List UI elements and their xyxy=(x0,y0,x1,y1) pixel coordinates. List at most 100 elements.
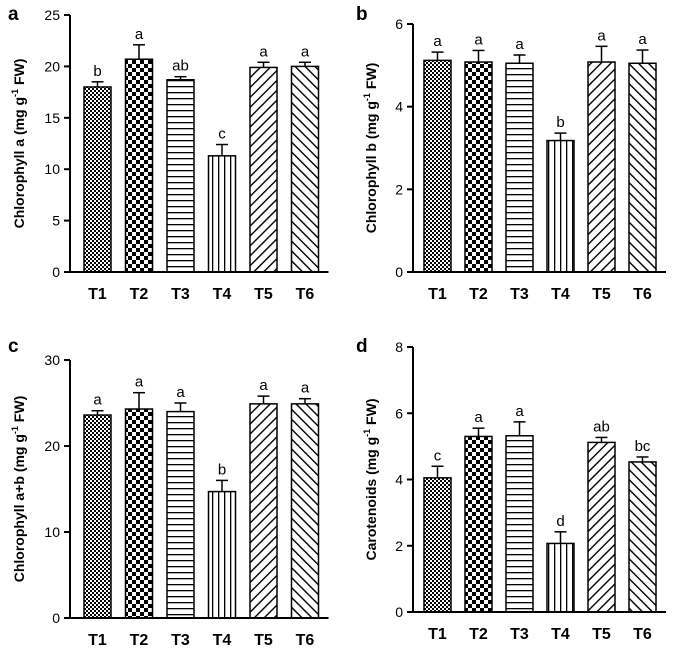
y-tick-label: 8 xyxy=(395,339,403,355)
y-axis-title: Chlorophyll a+b (mg g-1 FW) xyxy=(10,396,27,583)
y-tick-label: 0 xyxy=(52,264,60,280)
y-tick-label: 20 xyxy=(44,58,60,74)
bar-t3 xyxy=(505,62,534,273)
y-axis-title-suffix: FW) xyxy=(11,396,27,426)
y-axis-title-superscript: -1 xyxy=(10,89,20,97)
x-tick-label: T2 xyxy=(469,626,488,643)
y-axis-title-suffix: FW) xyxy=(363,63,379,93)
panel-label: c xyxy=(8,336,19,357)
significance-letter: a xyxy=(515,36,524,53)
y-tick-label: 0 xyxy=(395,264,403,280)
y-tick-label: 10 xyxy=(44,161,60,177)
y-axis-title-suffix: FW) xyxy=(363,398,379,428)
y-tick-label: 4 xyxy=(395,99,403,115)
bar-t2 xyxy=(464,435,493,613)
panel-label: d xyxy=(356,336,368,357)
x-tick-label: T5 xyxy=(254,286,273,303)
x-tick-label: T1 xyxy=(88,632,107,649)
y-tick-label: 20 xyxy=(44,438,60,454)
significance-letter: a xyxy=(176,384,185,401)
chart-panel-b: b a T1 a T2 a T3 b T4 a T5 a T6 0 2 4 6 Chlorophyll b (mg… xyxy=(356,4,666,303)
panel-label: a xyxy=(8,4,19,25)
y-tick-label: 30 xyxy=(44,352,60,368)
y-axis-title-main: Chlorophyll b (mg g xyxy=(363,101,379,233)
y-axis-title-main: Carotenoids (mg g xyxy=(363,437,379,561)
bar-t2 xyxy=(124,58,154,273)
x-tick-label: T3 xyxy=(510,286,529,303)
y-tick-label: 0 xyxy=(52,610,60,626)
bar-t3 xyxy=(166,79,195,273)
x-tick-label: T6 xyxy=(296,632,315,649)
chart-panel-c: c a T1 a T2 a T3 b T4 a T5 a T6 0 10 20 30 Chlorophyll a+… xyxy=(8,336,329,649)
y-axis-title-superscript: -1 xyxy=(362,93,372,101)
significance-letter: d xyxy=(556,513,564,530)
panels-layer: abT1aT2abT3cT4aT5aT60510152025Chlorophyl… xyxy=(8,4,666,649)
x-tick-label: T2 xyxy=(469,286,488,303)
bar-t2 xyxy=(464,61,493,273)
x-tick-label: T6 xyxy=(296,286,315,303)
bar-t5 xyxy=(587,61,616,273)
x-tick-label: T4 xyxy=(213,632,232,649)
y-axis-title-superscript: -1 xyxy=(10,426,20,434)
x-tick-label: T5 xyxy=(592,286,611,303)
y-tick-label: 2 xyxy=(395,181,403,197)
bar-t3 xyxy=(166,410,195,619)
bar-t6 xyxy=(290,403,320,619)
bar-t1 xyxy=(83,86,112,273)
bar-t3 xyxy=(505,435,534,613)
x-tick-label: T4 xyxy=(213,286,232,303)
bar-t1 xyxy=(423,477,452,613)
bar-t6 xyxy=(290,65,320,273)
significance-letter: bc xyxy=(635,438,651,455)
significance-letter: a xyxy=(301,380,310,397)
y-axis-title-main: Chlorophyll a (mg g xyxy=(11,97,27,228)
x-tick-label: T3 xyxy=(171,632,190,649)
significance-letter: a xyxy=(301,43,310,60)
x-tick-label: T1 xyxy=(88,286,107,303)
significance-letter: a xyxy=(515,403,524,420)
significance-letter: ab xyxy=(172,58,189,75)
bar-t1 xyxy=(423,59,452,273)
y-tick-label: 6 xyxy=(395,16,403,32)
significance-letter: a xyxy=(135,374,144,391)
y-tick-label: 2 xyxy=(395,538,403,554)
y-axis-title: Carotenoids (mg g-1 FW) xyxy=(362,398,379,560)
y-tick-label: 0 xyxy=(395,604,403,620)
y-tick-label: 4 xyxy=(395,472,403,488)
significance-letter: a xyxy=(259,43,268,60)
y-axis-title-superscript: -1 xyxy=(362,429,372,437)
x-tick-label: T6 xyxy=(633,286,652,303)
x-tick-label: T4 xyxy=(551,286,570,303)
bar-t4 xyxy=(207,155,237,273)
bar-t4 xyxy=(207,490,237,619)
significance-letter: a xyxy=(259,377,268,394)
x-tick-label: T3 xyxy=(171,286,190,303)
bar-t4 xyxy=(546,139,575,273)
panel-label: b xyxy=(356,4,368,25)
significance-letter: ab xyxy=(593,418,610,435)
significance-letter: c xyxy=(218,126,226,143)
y-tick-label: 15 xyxy=(44,110,60,126)
y-tick-label: 5 xyxy=(52,213,60,229)
bar-t5 xyxy=(249,66,278,273)
chart-panel-d: d c T1 a T2 a T3 d T4 ab T5 bc T6 0 2 4 6 8 Carotenoids (m… xyxy=(356,336,666,643)
bar-t6 xyxy=(628,461,657,613)
x-tick-label: T1 xyxy=(428,286,447,303)
significance-letter: b xyxy=(218,461,226,478)
significance-letter: c xyxy=(434,447,442,464)
y-tick-label: 25 xyxy=(44,7,60,23)
significance-letter: a xyxy=(474,31,483,48)
x-tick-label: T2 xyxy=(130,286,149,303)
x-tick-label: T3 xyxy=(510,626,529,643)
significance-letter: a xyxy=(597,27,606,44)
x-tick-label: T5 xyxy=(254,632,273,649)
x-tick-label: T2 xyxy=(130,632,149,649)
significance-letter: a xyxy=(93,392,102,409)
y-axis-title: Chlorophyll a (mg g-1 FW) xyxy=(10,59,27,229)
significance-letter: a xyxy=(135,26,144,43)
y-tick-label: 10 xyxy=(44,524,60,540)
significance-letter: a xyxy=(433,33,442,50)
x-tick-label: T6 xyxy=(633,626,652,643)
bar-t2 xyxy=(124,408,154,619)
